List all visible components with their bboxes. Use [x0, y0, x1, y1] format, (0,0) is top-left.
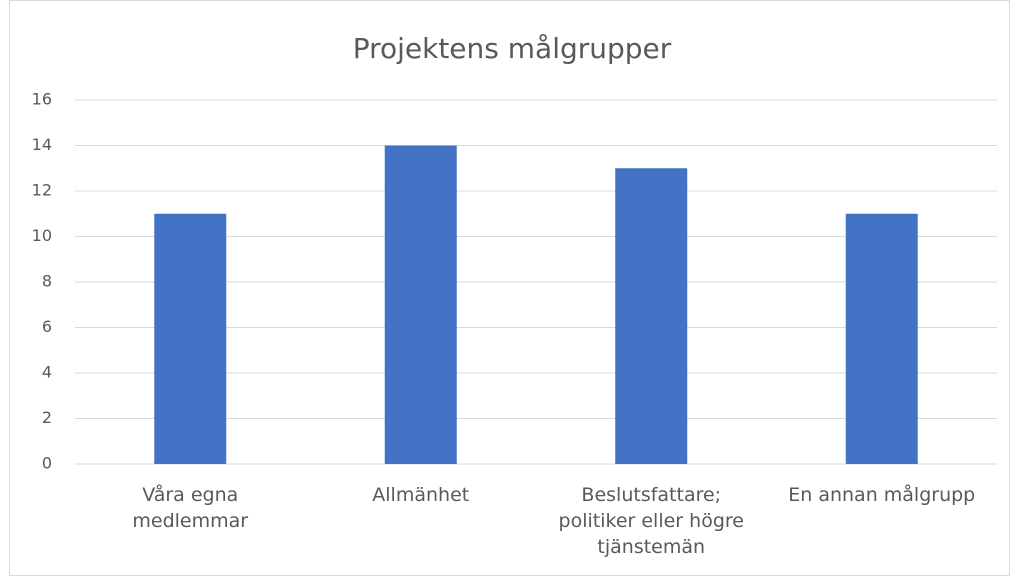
y-tick-label: 0 — [42, 454, 52, 473]
bar — [845, 213, 918, 464]
y-tick-label: 16 — [32, 90, 52, 109]
y-tick-label: 12 — [32, 181, 52, 200]
x-tick-label: En annan målgrupp — [788, 484, 976, 506]
y-tick-label: 4 — [42, 363, 52, 382]
y-tick-label: 14 — [32, 135, 52, 154]
x-tick-label: Beslutsfattare; politiker eller högre tj… — [558, 484, 744, 558]
x-tick-label: Allmänhet — [372, 484, 470, 506]
y-tick-label: 6 — [42, 317, 52, 336]
y-tick-label: 10 — [32, 226, 52, 245]
bar — [615, 168, 688, 464]
bar — [384, 145, 457, 464]
y-tick-label: 8 — [42, 272, 52, 291]
x-tick-label: Våra egna medlemmar — [132, 484, 249, 532]
bar — [154, 213, 227, 464]
y-tick-label: 2 — [42, 408, 52, 427]
chart-title: Projektens målgrupper — [353, 32, 672, 65]
